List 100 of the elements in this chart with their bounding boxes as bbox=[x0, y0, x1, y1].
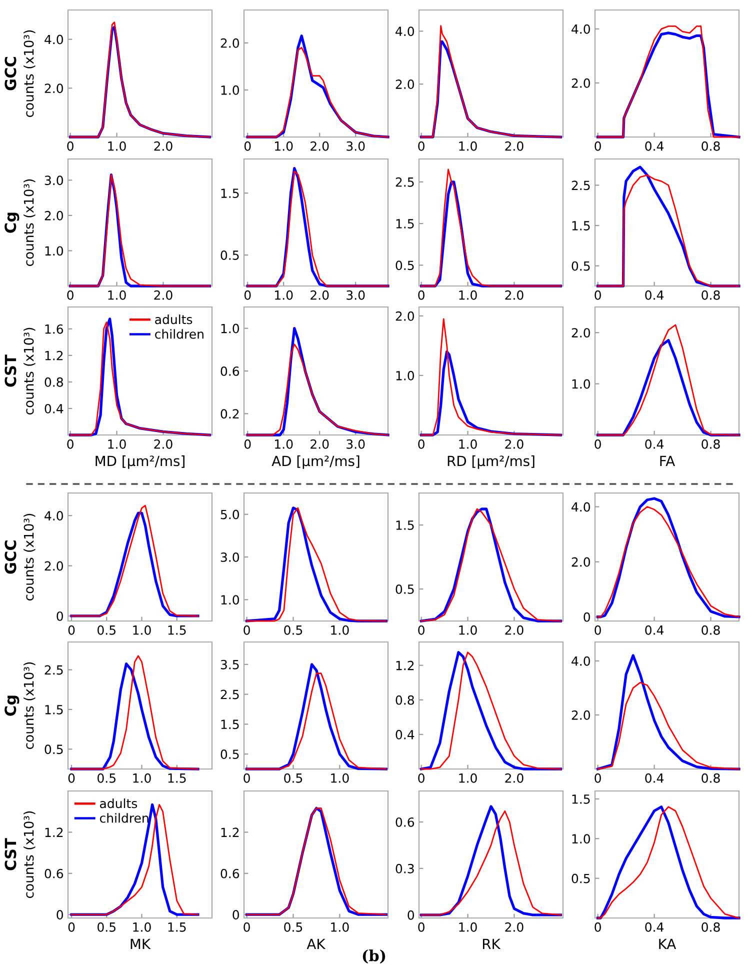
y-tick-label: 0 bbox=[232, 910, 240, 920]
y-tick-label: 3.0 bbox=[44, 176, 64, 186]
x-axis-title: MD [µm²/ms] bbox=[96, 455, 184, 469]
x-tick-label: 0.5 bbox=[98, 922, 116, 932]
x-axis-title: KA bbox=[659, 938, 676, 949]
y-tick-label: 0.2 bbox=[220, 409, 239, 419]
y-tick-label: 3.0 bbox=[220, 552, 240, 562]
y-tick-label: 1.0 bbox=[572, 379, 590, 389]
y-tick-label: 4.0 bbox=[44, 34, 64, 44]
y-tick-label: 0.6 bbox=[220, 366, 240, 376]
x-tick-label: 1.0 bbox=[275, 141, 293, 151]
x-tick-label: 3.0 bbox=[346, 290, 365, 300]
x-tick-label: 1.0 bbox=[133, 773, 151, 783]
y-tick-label: 0.5 bbox=[572, 261, 590, 271]
y-tick-label: 1.5 bbox=[221, 188, 239, 198]
x-axis-title: FA bbox=[660, 456, 675, 466]
y-tick-label: 2.5 bbox=[220, 690, 239, 700]
y-axis-title: counts (x10³) bbox=[24, 30, 36, 118]
x-tick-label: 0 bbox=[418, 625, 424, 635]
y-tick-label: 2.0 bbox=[572, 710, 590, 720]
y-tick-label: 4.0 bbox=[44, 511, 64, 521]
y-tick-label: 1.2 bbox=[45, 350, 63, 360]
y-tick-label: 0.5 bbox=[572, 874, 590, 884]
x-tick-label: 0.4 bbox=[645, 141, 664, 151]
y-tick-label: 0.6 bbox=[44, 868, 64, 878]
y-tick-label: 2.5 bbox=[572, 180, 590, 190]
x-tick-label: 0.5 bbox=[98, 625, 116, 635]
y-tick-label: 0.5 bbox=[220, 750, 239, 759]
x-tick-label: 0 bbox=[594, 141, 601, 151]
y-tick-label: 2.0 bbox=[572, 328, 590, 338]
legend-label: children bbox=[155, 329, 204, 339]
x-tick-label: 0.4 bbox=[645, 439, 664, 449]
x-tick-label: 0 bbox=[67, 439, 74, 449]
x-tick-label: 1.0 bbox=[108, 141, 126, 151]
x-tick-label: 0 bbox=[68, 922, 75, 932]
y-tick-label: 1.5 bbox=[396, 520, 414, 530]
y-axis-title: counts (x10³) bbox=[24, 179, 36, 266]
y-tick-label: 4.0 bbox=[572, 24, 590, 34]
x-tick-label: 0 bbox=[594, 773, 601, 783]
x-tick-label: 0.8 bbox=[702, 773, 720, 783]
x-tick-label: 1.0 bbox=[133, 922, 151, 932]
x-axis-title: AK bbox=[306, 938, 326, 949]
y-tick-label: 4.0 bbox=[572, 656, 590, 666]
y-axis-title: counts (x10³) bbox=[24, 811, 36, 898]
x-tick-label: 1.0 bbox=[108, 290, 126, 300]
x-axis-title: RK bbox=[482, 938, 501, 949]
x-tick-label: 0 bbox=[244, 290, 251, 300]
y-tick-label: 1.5 bbox=[45, 705, 63, 714]
x-tick-label: 0.5 bbox=[284, 773, 302, 783]
x-tick-label: 2.0 bbox=[154, 439, 172, 449]
x-tick-label: 1.5 bbox=[168, 922, 186, 932]
x-tick-label: 2.0 bbox=[154, 290, 172, 300]
text: CST bbox=[4, 838, 16, 870]
legend-label: adults bbox=[155, 314, 192, 324]
x-tick-label: 0 bbox=[594, 290, 601, 300]
y-tick-label: 2.5 bbox=[396, 177, 414, 187]
y-tick-label: 1.2 bbox=[45, 828, 63, 837]
x-tick-label: 2.0 bbox=[505, 439, 524, 449]
y-tick-label: 1.2 bbox=[221, 828, 239, 837]
x-tick-label: 1.0 bbox=[108, 439, 126, 449]
x-tick-label: 0 bbox=[244, 141, 251, 151]
y-tick-label: 2.0 bbox=[220, 38, 240, 48]
y-tick-label: 0.5 bbox=[396, 584, 414, 594]
y-tick-label: 2.0 bbox=[396, 80, 414, 90]
x-tick-label: 2.0 bbox=[310, 290, 329, 300]
y-tick-label: 1.0 bbox=[572, 834, 590, 844]
text: Cg bbox=[4, 212, 20, 233]
y-axis-title: counts (x10³) bbox=[24, 662, 36, 750]
x-tick-label: 3.0 bbox=[346, 439, 365, 449]
y-tick-label: 0.6 bbox=[396, 817, 414, 827]
x-axis-title: MK bbox=[130, 938, 151, 949]
x-tick-label: 0.4 bbox=[645, 922, 664, 932]
y-tick-label: 0 bbox=[584, 612, 590, 622]
x-axis-title: AD [µm²/ms] bbox=[272, 455, 360, 469]
y-tick-label: 0 bbox=[56, 611, 64, 621]
y-tick-label: 1.5 bbox=[396, 219, 414, 228]
x-tick-label: 1.0 bbox=[459, 625, 477, 635]
text: GCC bbox=[4, 540, 16, 574]
x-tick-label: 1.0 bbox=[331, 922, 349, 932]
y-tick-label: 1.0 bbox=[396, 370, 414, 380]
y-tick-label: 0.8 bbox=[44, 377, 63, 387]
x-tick-label: 2.0 bbox=[505, 625, 524, 635]
x-tick-label: 1.0 bbox=[459, 922, 477, 932]
x-tick-label: 0.4 bbox=[645, 625, 664, 635]
x-axis-title: RD [µm²/ms] bbox=[448, 455, 534, 469]
x-tick-label: 0.8 bbox=[702, 290, 720, 300]
x-tick-label: 1.0 bbox=[133, 625, 151, 635]
x-tick-label: 2.0 bbox=[310, 439, 329, 449]
x-tick-label: 1.0 bbox=[459, 773, 477, 783]
x-tick-label: 0 bbox=[418, 290, 424, 300]
x-tick-label: 3.0 bbox=[346, 141, 365, 151]
y-tick-label: 2.0 bbox=[44, 561, 64, 571]
x-tick-label: 0 bbox=[244, 439, 251, 449]
y-tick-label: 1.5 bbox=[572, 794, 590, 804]
x-tick-label: 0 bbox=[594, 439, 601, 449]
x-tick-label: 1.5 bbox=[168, 626, 186, 635]
x-tick-label: 0 bbox=[418, 141, 424, 151]
x-tick-label: 1.0 bbox=[459, 290, 477, 300]
y-tick-label: 0.4 bbox=[44, 404, 64, 414]
x-tick-label: 1.0 bbox=[459, 141, 477, 151]
